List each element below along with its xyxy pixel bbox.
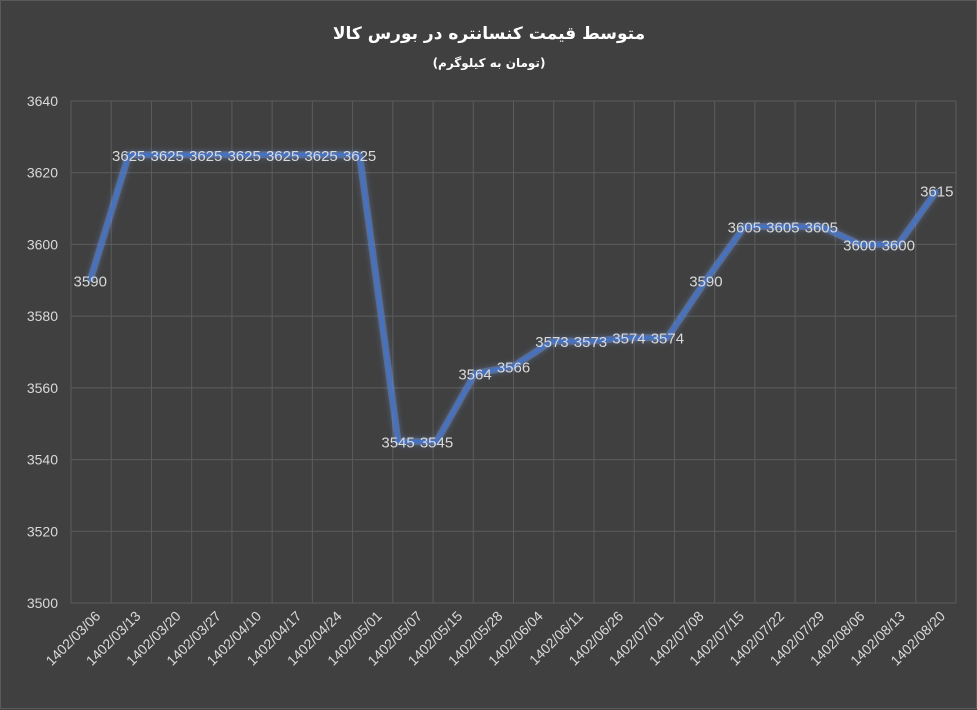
data-label: 3574 (651, 331, 684, 348)
data-point (627, 336, 631, 340)
data-label: 3625 (189, 148, 222, 165)
x-axis-ticks: 1402/03/061402/03/131402/03/201402/03/27… (42, 608, 948, 669)
data-label: 3564 (458, 367, 491, 384)
chart-title: متوسط قیمت کنسانتره در بورس کالا (333, 24, 645, 44)
data-point (319, 153, 323, 157)
data-point (358, 153, 362, 157)
data-point (396, 440, 400, 444)
data-point (550, 339, 554, 343)
data-point (704, 278, 708, 282)
data-point (665, 336, 669, 340)
data-labels: 3590 3625 3625 3625 3625 3625 3625 3625 3545 3545… (74, 148, 954, 452)
y-tick-label: 3500 (27, 595, 58, 611)
data-point (281, 153, 285, 157)
data-point (588, 339, 592, 343)
grid (70, 100, 957, 604)
y-tick-label: 3620 (27, 165, 58, 181)
data-label: 3605 (728, 220, 761, 237)
y-tick-label: 3640 (27, 93, 58, 109)
y-tick-label: 3580 (27, 308, 58, 324)
data-label: 3605 (805, 220, 838, 237)
data-label: 3605 (766, 220, 799, 237)
data-label: 3573 (574, 334, 607, 351)
y-tick-label: 3540 (27, 452, 58, 468)
data-point (88, 278, 92, 282)
data-point (781, 225, 785, 228)
y-axis-ticks: 3500 3520 3540 3560 3580 3600 3620 3640 (27, 93, 58, 611)
y-tick-label: 3520 (27, 523, 58, 539)
data-point (742, 225, 746, 228)
data-label: 3625 (227, 148, 260, 165)
data-point (435, 440, 439, 444)
y-tick-label: 3560 (27, 380, 58, 396)
data-point (858, 242, 862, 246)
data-point (896, 242, 900, 246)
data-point (935, 189, 939, 193)
y-tick-label: 3600 (27, 236, 58, 252)
data-label: 3590 (689, 273, 722, 290)
data-point (512, 364, 515, 368)
data-point (127, 153, 131, 157)
data-label: 3590 (74, 273, 107, 290)
data-label: 3573 (535, 334, 568, 351)
data-point (819, 225, 823, 228)
data-label: 3625 (151, 148, 184, 165)
data-label: 3625 (112, 148, 145, 165)
chart-subtitle: (تومان به کیلوگرم) (433, 56, 546, 71)
data-label: 3600 (882, 237, 915, 254)
data-label: 3625 (343, 148, 376, 165)
data-label: 3545 (381, 435, 414, 452)
data-point (165, 153, 169, 157)
data-label: 3600 (843, 237, 876, 254)
data-label: 3625 (304, 148, 337, 165)
data-label: 3625 (266, 148, 299, 165)
series-lines (86, 151, 940, 446)
data-label: 3574 (612, 331, 645, 348)
data-point (473, 372, 477, 376)
data-label: 3545 (420, 435, 453, 452)
data-label: 3615 (920, 184, 953, 201)
data-point (242, 153, 246, 157)
data-label: 3566 (497, 359, 530, 376)
data-point (204, 153, 208, 157)
